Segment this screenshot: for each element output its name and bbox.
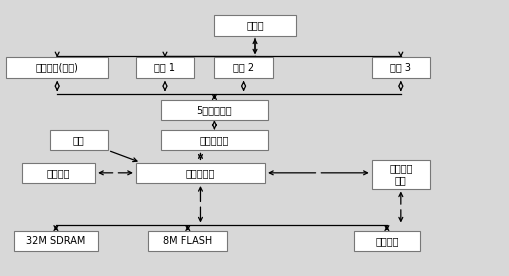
Text: 时钟电路: 时钟电路 [375,236,398,246]
Bar [161,130,267,150]
Text: 网络控制器: 网络控制器 [200,135,229,145]
Bar [214,15,295,36]
Bar [371,57,429,78]
Text: 网口 2: 网口 2 [233,63,253,73]
Bar [135,57,194,78]
Bar [353,231,419,251]
Text: 可编程计
数器: 可编程计 数器 [388,163,412,185]
Bar [22,163,95,183]
Text: 总线板: 总线板 [246,20,263,30]
Bar [161,100,267,120]
Text: 网口 1: 网口 1 [154,63,175,73]
Bar [14,231,98,251]
Bar [49,130,108,150]
Bar [148,231,227,251]
Text: 按键: 按键 [73,135,84,145]
Text: 网口 3: 网口 3 [389,63,411,73]
Bar [371,160,429,189]
Text: 液晶面板: 液晶面板 [47,168,70,178]
Text: 5口交换芯片: 5口交换芯片 [196,105,232,115]
Text: 中央处理器: 中央处理器 [185,168,215,178]
Text: 32M SDRAM: 32M SDRAM [26,236,86,246]
Text: 8M FLASH: 8M FLASH [163,236,212,246]
Text: 调试网口(对外): 调试网口(对外) [36,63,78,73]
Bar [214,57,272,78]
Bar [7,57,108,78]
Bar [135,163,265,183]
